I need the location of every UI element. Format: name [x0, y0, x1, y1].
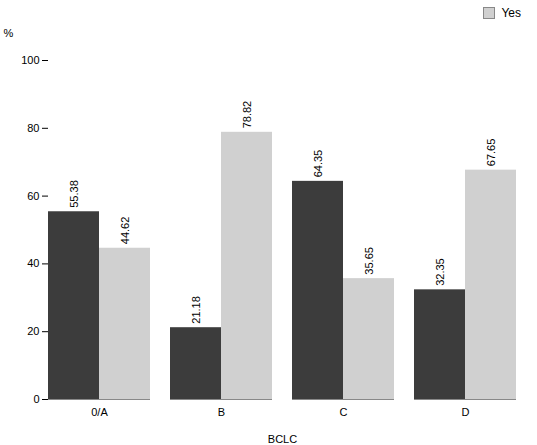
- svg-text:64.35: 64.35: [312, 150, 324, 178]
- svg-text:78.82: 78.82: [241, 101, 253, 129]
- svg-text:55.38: 55.38: [68, 180, 80, 208]
- svg-text:0/A: 0/A: [91, 406, 108, 418]
- svg-text:35.65: 35.65: [363, 247, 375, 275]
- svg-text:32.35: 32.35: [434, 258, 446, 286]
- svg-text:60: 60: [27, 190, 39, 202]
- svg-text:%: %: [4, 27, 14, 39]
- html-text:Yes: Yes: [501, 6, 521, 20]
- svg-text:BCLC: BCLC: [268, 433, 297, 445]
- svg-text:40: 40: [27, 257, 39, 269]
- svg-text:B: B: [218, 406, 225, 418]
- svg-text:C: C: [340, 406, 348, 418]
- svg-text:0: 0: [33, 393, 39, 405]
- svg-text:44.62: 44.62: [119, 217, 131, 245]
- svg-text:67.65: 67.65: [485, 139, 497, 167]
- svg-text:100: 100: [21, 54, 39, 66]
- svg-text:21.18: 21.18: [190, 296, 202, 324]
- svg-text:D: D: [462, 406, 470, 418]
- svg-text:80: 80: [27, 122, 39, 134]
- svg-text:20: 20: [27, 325, 39, 337]
